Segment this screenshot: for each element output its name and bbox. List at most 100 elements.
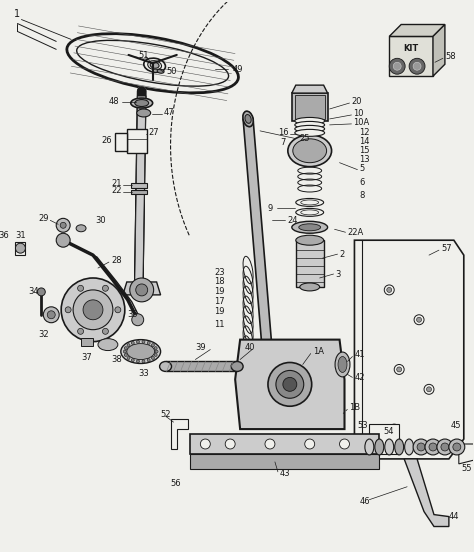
Ellipse shape (296, 235, 324, 245)
Bar (369, 424, 399, 454)
Ellipse shape (127, 343, 155, 359)
Ellipse shape (299, 224, 320, 231)
Text: 44: 44 (449, 512, 459, 521)
Circle shape (397, 367, 401, 372)
Polygon shape (123, 282, 161, 295)
Bar (389, 36, 433, 76)
Text: 13: 13 (359, 155, 370, 164)
Ellipse shape (295, 125, 325, 132)
Text: 17: 17 (214, 298, 225, 306)
Text: 36: 36 (0, 231, 9, 240)
Circle shape (276, 370, 304, 399)
Circle shape (225, 439, 235, 449)
Text: 1A: 1A (313, 347, 324, 356)
Text: 10A: 10A (354, 119, 370, 128)
Circle shape (417, 317, 421, 322)
Ellipse shape (150, 62, 159, 68)
Circle shape (441, 443, 449, 451)
Text: KIT: KIT (403, 44, 419, 53)
Text: 3: 3 (336, 269, 341, 279)
Circle shape (339, 439, 349, 449)
Circle shape (127, 344, 130, 347)
Ellipse shape (385, 439, 394, 455)
Ellipse shape (131, 98, 153, 108)
Text: 39: 39 (195, 343, 206, 352)
Text: 31: 31 (16, 231, 26, 240)
Text: 2: 2 (339, 250, 345, 259)
Polygon shape (296, 240, 324, 287)
Circle shape (427, 387, 431, 392)
Circle shape (424, 384, 434, 394)
Circle shape (65, 307, 71, 313)
Text: 9: 9 (268, 204, 273, 213)
Text: 48: 48 (109, 97, 119, 105)
Circle shape (392, 427, 397, 432)
Bar (115, 133, 127, 151)
Circle shape (449, 439, 465, 455)
Circle shape (132, 314, 144, 326)
Circle shape (393, 62, 401, 70)
Circle shape (124, 347, 127, 349)
Ellipse shape (144, 58, 165, 72)
Circle shape (47, 311, 55, 319)
Text: 34: 34 (28, 288, 39, 296)
Text: 22: 22 (111, 186, 121, 195)
Circle shape (201, 439, 210, 449)
Text: 19: 19 (214, 307, 225, 316)
Circle shape (56, 219, 70, 232)
Circle shape (268, 363, 312, 406)
Text: 47: 47 (164, 109, 174, 118)
Text: 37: 37 (81, 353, 92, 362)
Polygon shape (292, 85, 328, 93)
Ellipse shape (296, 209, 324, 216)
Polygon shape (433, 24, 445, 76)
Text: 54: 54 (383, 427, 394, 436)
Circle shape (56, 233, 70, 247)
Circle shape (429, 443, 437, 451)
Text: 7: 7 (280, 139, 285, 147)
Text: 43: 43 (280, 469, 291, 479)
Ellipse shape (292, 221, 328, 233)
Text: 1B: 1B (349, 403, 361, 412)
Circle shape (151, 357, 155, 359)
Polygon shape (243, 119, 273, 360)
Text: 49: 49 (232, 65, 243, 74)
Bar (131, 183, 146, 188)
Text: 22A: 22A (347, 228, 364, 237)
Circle shape (142, 340, 145, 343)
Circle shape (154, 353, 157, 357)
Bar (81, 338, 93, 346)
Circle shape (73, 290, 113, 330)
Text: 33: 33 (139, 369, 149, 378)
Circle shape (127, 357, 130, 359)
Polygon shape (16, 242, 26, 255)
Text: 16: 16 (278, 129, 289, 137)
Circle shape (136, 284, 148, 296)
Text: 52: 52 (161, 410, 171, 418)
Ellipse shape (76, 225, 86, 232)
Circle shape (417, 443, 425, 451)
Circle shape (78, 328, 83, 335)
Text: 23: 23 (214, 268, 225, 277)
Ellipse shape (295, 118, 325, 124)
Text: 40: 40 (245, 343, 255, 352)
Text: 12: 12 (359, 129, 370, 137)
Ellipse shape (365, 439, 374, 455)
Circle shape (43, 307, 59, 323)
Text: 5: 5 (359, 164, 365, 173)
Text: 32: 32 (38, 330, 49, 339)
Bar (295, 95, 325, 119)
Circle shape (425, 439, 441, 455)
Text: 28: 28 (111, 256, 121, 264)
Circle shape (37, 288, 46, 296)
Circle shape (16, 243, 26, 253)
Circle shape (414, 315, 424, 325)
Text: 57: 57 (441, 243, 452, 253)
Circle shape (102, 285, 109, 291)
Text: 50: 50 (166, 67, 177, 76)
Circle shape (142, 360, 145, 363)
Polygon shape (235, 339, 345, 429)
Text: 10: 10 (354, 109, 364, 119)
Circle shape (83, 300, 103, 320)
Polygon shape (171, 419, 189, 449)
